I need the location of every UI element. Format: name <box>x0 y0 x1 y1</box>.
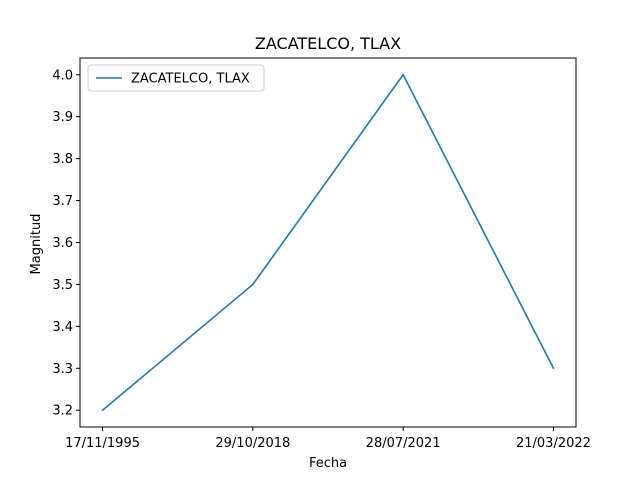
x-tick-label: 29/10/2018 <box>215 436 290 451</box>
y-tick-label: 3.7 <box>52 194 73 209</box>
y-tick-label: 3.5 <box>52 278 73 293</box>
x-tick-label: 17/11/1995 <box>65 436 140 451</box>
y-tick-label: 4.0 <box>52 68 73 83</box>
y-tick-label: 3.6 <box>52 236 73 251</box>
chart-title: ZACATELCO, TLAX <box>255 34 401 53</box>
x-tick-label: 28/07/2021 <box>366 436 441 451</box>
y-tick-label: 3.4 <box>52 320 73 335</box>
y-tick-label: 3.3 <box>52 362 73 377</box>
plot-area: 17/11/1995 29/10/2018 28/07/2021 21/03/2022… <box>52 57 591 451</box>
data-point <box>402 73 404 76</box>
legend: ZACATELCO, TLAX <box>87 64 265 92</box>
x-tick-label: 21/03/2022 <box>516 436 591 451</box>
y-tick-label: 3.9 <box>52 110 73 125</box>
y-tick-label: 3.2 <box>52 404 73 419</box>
y-axis-label: Magnitud <box>29 214 44 275</box>
data-point <box>101 409 104 412</box>
data-point <box>252 283 254 286</box>
x-axis-label: Fecha <box>309 456 347 471</box>
series-line <box>102 73 555 411</box>
legend-box <box>87 64 265 92</box>
data-point <box>552 367 555 370</box>
legend-label: ZACATELCO, TLAX <box>131 72 250 87</box>
y-tick-label: 3.8 <box>52 152 73 167</box>
